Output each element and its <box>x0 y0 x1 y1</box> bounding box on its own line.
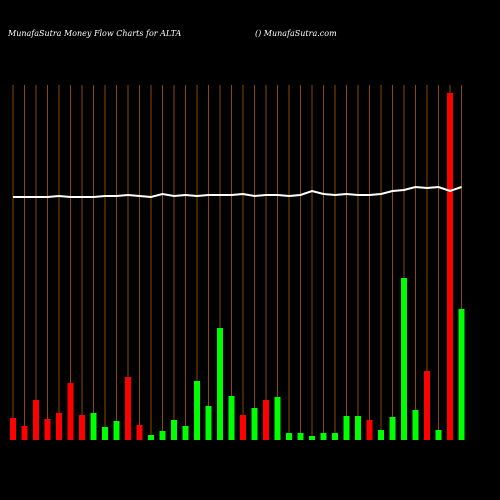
bar <box>159 431 166 440</box>
bar <box>125 377 131 440</box>
bar <box>182 426 189 440</box>
bar <box>44 419 51 440</box>
money-flow-line <box>13 185 462 199</box>
bar <box>274 397 281 440</box>
bar <box>343 416 350 440</box>
bar <box>412 410 419 440</box>
bar <box>113 421 120 440</box>
bar <box>205 406 212 440</box>
bar <box>240 415 246 440</box>
bar <box>447 93 453 440</box>
bar <box>458 309 465 440</box>
bar <box>33 400 39 440</box>
bar <box>332 433 338 440</box>
bar <box>263 400 269 440</box>
bar <box>67 383 74 440</box>
bar <box>148 435 154 440</box>
bar <box>79 415 85 440</box>
bar <box>136 425 143 440</box>
bar <box>102 427 108 440</box>
bar <box>309 436 315 440</box>
bar <box>320 433 327 440</box>
chart-subtitle: () MunafaSutra.com <box>255 29 337 38</box>
bar <box>366 420 373 440</box>
bar <box>217 328 223 440</box>
bar <box>389 417 396 440</box>
bar <box>228 396 235 440</box>
bar <box>251 408 258 440</box>
bar <box>21 426 28 440</box>
bar <box>10 418 16 440</box>
bar <box>56 413 62 440</box>
bar <box>355 416 361 440</box>
bar <box>286 433 292 440</box>
bar <box>435 430 442 440</box>
bar <box>171 420 177 440</box>
chart-title: MunafaSutra Money Flow Charts for ALTA <box>7 29 181 38</box>
bar <box>194 381 200 440</box>
bar <box>378 430 384 440</box>
bar <box>424 371 430 440</box>
bar <box>90 413 97 440</box>
bar <box>297 433 304 440</box>
bar <box>401 278 407 440</box>
